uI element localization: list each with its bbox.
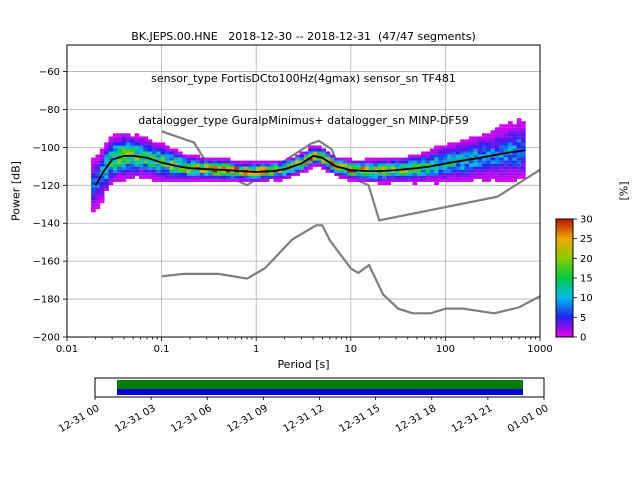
colorbar-label: [%] [617,181,631,201]
y-tick-label: −120 [33,181,60,192]
axis-ticks [63,71,541,341]
coverage-bar-green [117,380,523,389]
sensor-info: sensor_type FortisDCto100Hz(4gmax) senso… [151,72,456,85]
time-tick-label: 12-31 00 [57,403,101,435]
nlnm-curve [161,224,540,315]
time-tick-label: 12-31 03 [113,403,157,435]
x-tick-label: 100 [436,344,455,355]
time-tick-label: 12-31 12 [282,403,326,435]
time-tick-label: 01-01 00 [506,403,550,435]
colorbar-tick-label: 10 [580,293,593,304]
datalogger-info: datalogger_type GuralpMinimus+ datalogge… [138,114,469,127]
x-tick-label: 0.1 [154,344,170,355]
figure-title: BK.JEPS.00.HNE 2018-12-30 -- 2018-12-31 … [131,30,476,43]
colorbar-tick-label: 30 [580,215,593,226]
colorbar [555,218,574,338]
coverage-bar-blue [117,389,523,395]
x-axis-label: Period [s] [277,358,330,371]
y-axis-label: Power [dB] [9,161,23,221]
axes-frame [66,44,541,338]
axis-tick-labels: 0.01 0.1 1 10 100 1000 −60 −80 −100 −120 −140 −160 −… [33,67,553,355]
y-tick-label: −100 [33,143,60,154]
time-tick-label: 12-31 15 [338,403,382,435]
colorbar-tick-label: 0 [580,333,586,344]
x-tick-label: 1000 [527,344,552,355]
time-axis: 12-31 00 12-31 03 12-31 06 12-31 09 12-31 12… [57,397,551,435]
colorbar-ticks: 0 5 10 15 20 25 30 [573,215,593,344]
y-tick-label: −60 [39,67,60,78]
y-tick-label: −200 [33,333,60,344]
x-tick-label: 10 [344,344,357,355]
y-tick-label: −80 [39,105,60,116]
time-tick-label: 12-31 18 [394,403,438,435]
colorbar-tick-label: 5 [580,313,586,324]
time-tick-label: 12-31 09 [225,403,269,435]
time-tick-label: 12-31 21 [450,403,494,435]
figure-title-block: BK.JEPS.00.HNE 2018-12-30 -- 2018-12-31 … [67,2,540,156]
time-tick-label: 12-31 06 [169,403,213,435]
colorbar-tick-label: 20 [580,254,593,265]
x-tick-label: 1 [253,344,259,355]
colorbar-tick-label: 25 [580,234,593,245]
colorbar-tick-label: 15 [580,274,593,285]
y-tick-label: −140 [33,219,60,230]
y-tick-label: −160 [33,257,60,268]
x-tick-label: 0.01 [56,344,78,355]
mode-line [94,149,526,186]
y-tick-label: −180 [33,295,60,306]
